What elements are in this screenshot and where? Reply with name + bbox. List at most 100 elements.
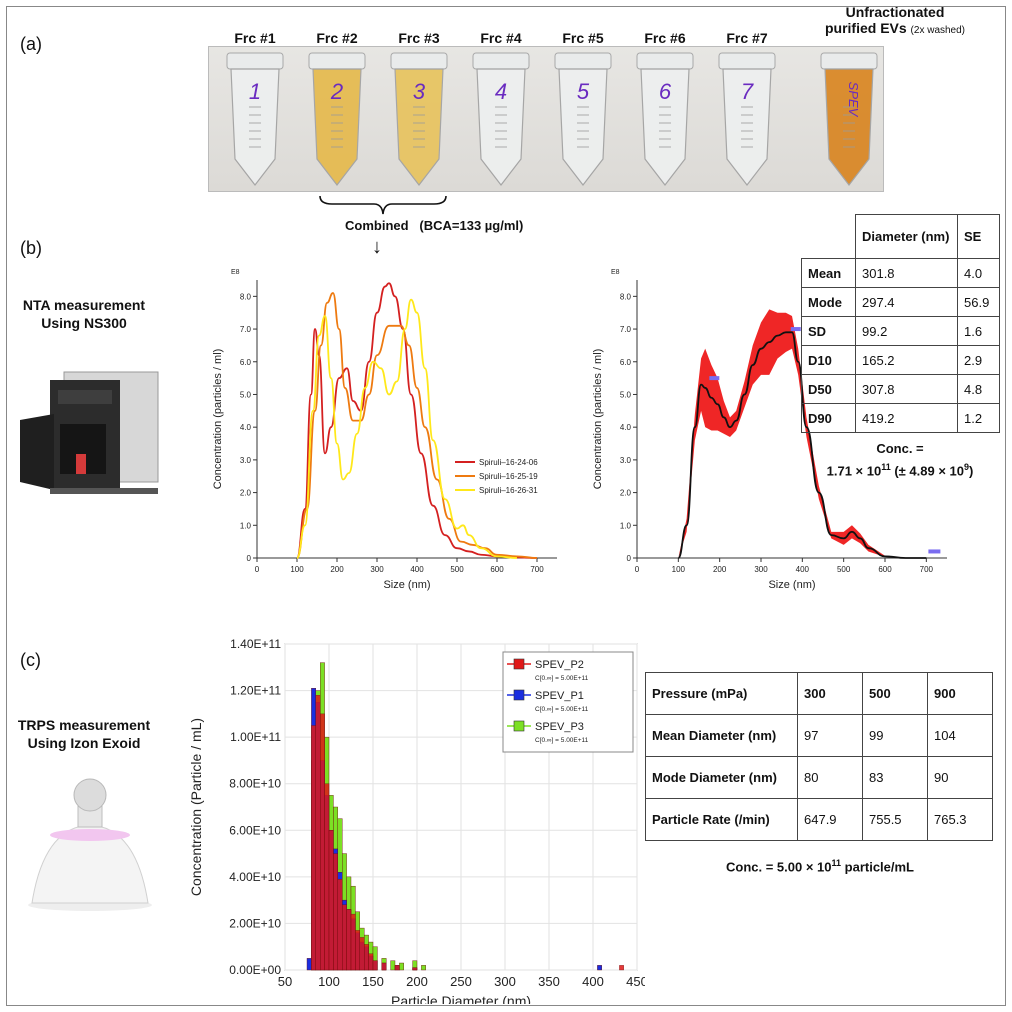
table-cell: 165.2: [855, 345, 958, 375]
x-tick-label: 500: [837, 565, 851, 574]
table-cell: D50: [801, 374, 856, 404]
x-tick-label: 600: [878, 565, 892, 574]
y-tick-label: 1.0: [620, 521, 632, 530]
tube-body: [722, 68, 772, 186]
izon-exoid-device-image: [28, 778, 152, 911]
tube-cap: [226, 52, 284, 70]
y-tick-label: 7.0: [620, 325, 632, 334]
table-cell: 80: [797, 756, 863, 799]
tubes-image: 1 2 3 4 5 6 7 SPEV: [226, 52, 878, 186]
scale-tag: E8: [611, 269, 620, 276]
y-axis-label: Concentration (particles / ml): [592, 349, 604, 490]
histogram-bar-SPEV_P2: [372, 960, 378, 971]
histogram-bar-SPEV_P2: [319, 713, 325, 971]
unfractionated-note: (2x washed): [910, 25, 966, 36]
fraction-label-5: Frc #5: [562, 30, 604, 46]
x-tick-label: 300: [494, 974, 516, 989]
tube-cap: [718, 52, 776, 70]
nta-concentration: Conc. = 1.71 × 1011 (± 4.89 × 109): [800, 440, 1000, 480]
nta-conc-exp: 11: [881, 462, 891, 472]
legend-label-2: SPEV_P1: [535, 690, 584, 702]
series-line-2: [296, 292, 538, 559]
fraction-label-2: Frc #2: [316, 30, 358, 46]
tube-body: [394, 68, 444, 186]
y-tick-label: 4.00E+10: [229, 870, 281, 884]
nta-conc-mantissa: 1.71 × 10: [826, 463, 882, 479]
table-cell: 4.0: [957, 258, 1000, 288]
histogram-bar-SPEV_P2: [368, 953, 374, 971]
error-band: [678, 309, 927, 558]
y-tick-label: 8.0: [240, 292, 252, 301]
y-tick-label: 2.00E+10: [229, 916, 281, 930]
histogram-bar-SPEV_P3: [421, 965, 426, 971]
table-cell: D10: [801, 345, 856, 375]
nta-conc-err-open: (± 4.89 × 10: [890, 463, 964, 479]
tube-handwritten-label: 6: [659, 79, 672, 104]
nta-device-label: NTA measurement Using NS300: [14, 296, 154, 332]
y-tick-label: 6.0: [240, 358, 252, 367]
table-cell: 1.6: [957, 316, 1000, 346]
unfractionated-line1: Unfractionated: [845, 4, 945, 20]
tube-handwritten-label: SPEV: [846, 82, 861, 118]
histogram-bar-SPEV_P2: [315, 695, 321, 971]
x-axis-label: Size (nm): [383, 579, 430, 591]
tube-cap: [472, 52, 530, 70]
nta-conc-err-exp: 9: [964, 462, 970, 472]
histogram-bar-SPEV_P2: [394, 965, 400, 971]
x-tick-label: 450: [626, 974, 645, 989]
y-tick-label: 7.0: [240, 325, 252, 334]
peak-marker: [790, 327, 801, 332]
tube-1: 1: [226, 52, 284, 186]
legend-swatch-2: [513, 689, 525, 701]
x-tick-label: 300: [370, 565, 384, 574]
legend-label-1: Spiruli–16-24-06: [479, 458, 538, 467]
trps-table: Pressure (mPa) 300 500 900 Mean Diameter (nm…: [645, 672, 993, 841]
table-row: D10 165.2 2.9: [801, 345, 1000, 375]
tube-cap: [390, 52, 448, 70]
table-cell: Mean: [801, 258, 856, 288]
x-tick-label: 0: [255, 565, 260, 574]
trps-device-label: TRPS measurement Using Izon Exoid: [14, 716, 154, 752]
table-cell: 297.4: [855, 287, 958, 317]
outlier-marker: [928, 549, 941, 554]
table-row: Particle Rate (/min) 647.9 755.5 765.3: [645, 798, 993, 841]
y-tick-label: 5.0: [620, 390, 632, 399]
table-cell: 900: [927, 672, 993, 715]
unfractionated-label: Unfractionated purified EVs (2x washed): [800, 4, 990, 39]
table-cell: Mean Diameter (nm): [645, 714, 798, 757]
tube-body: [230, 68, 280, 186]
table-cell: 99: [862, 714, 928, 757]
combined-arrow: ↓: [372, 236, 382, 258]
y-tick-label: 5.0: [240, 390, 252, 399]
unfractionated-line2: purified EVs: [824, 20, 907, 36]
table-cell: D90: [801, 403, 856, 433]
y-axis-label: Concentration (Particle / mL): [188, 718, 204, 896]
histogram-bar-SPEV_P2: [359, 937, 365, 971]
histogram-bar-SPEV_P2: [381, 962, 387, 971]
y-tick-label: 0: [247, 554, 252, 563]
table-cell: 2.9: [957, 345, 1000, 375]
tube-2: 2: [308, 52, 366, 186]
histogram-bar-SPEV_P2: [341, 904, 347, 971]
y-tick-label: 0: [627, 554, 632, 563]
histogram-bar-SPEV_P2: [333, 853, 338, 971]
tube-handwritten-label: 4: [495, 79, 507, 104]
combined-brace: [319, 195, 447, 215]
x-tick-label: 100: [318, 974, 340, 989]
table-cell: 99.2: [855, 316, 958, 346]
table-cell: 755.5: [862, 798, 928, 841]
table-cell: 307.8: [855, 374, 958, 404]
table-cell: 56.9: [957, 287, 1000, 317]
histogram-bar-SPEV_P2: [619, 965, 624, 971]
histogram-bar-SPEV_P2: [363, 944, 369, 971]
fraction-label-6: Frc #6: [644, 30, 686, 46]
legend-label-3: SPEV_P3: [535, 721, 584, 733]
fraction-label-3: Frc #3: [398, 30, 440, 46]
y-tick-label: 1.00E+11: [230, 730, 281, 744]
histogram-bar-SPEV_P2: [311, 725, 317, 971]
y-tick-label: 8.0: [620, 292, 632, 301]
table-header-row: Diameter (nm) SE: [801, 214, 1000, 259]
combined-label: Combined (BCA=133 µg/ml): [345, 218, 523, 233]
x-tick-label: 100: [290, 565, 304, 574]
histogram-bar-SPEV_P3: [390, 960, 396, 971]
